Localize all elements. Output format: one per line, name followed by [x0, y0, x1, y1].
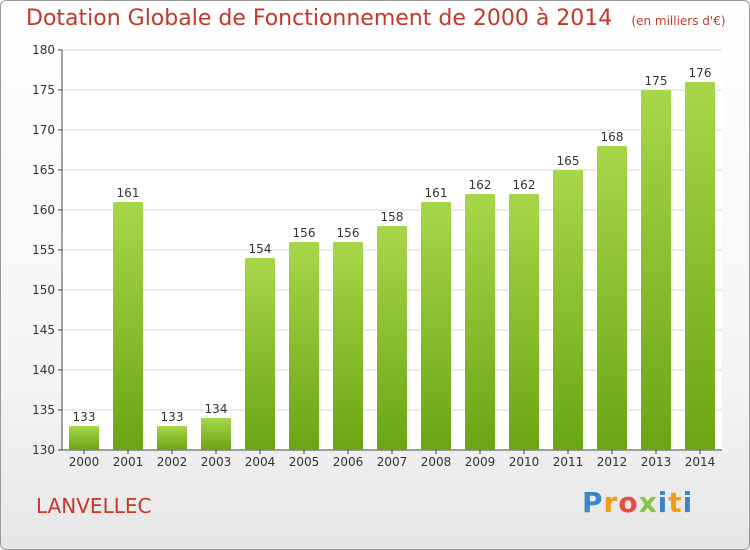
logo-letter: i	[657, 486, 669, 519]
commune-name: LANVELLEC	[36, 494, 152, 518]
y-tick-label: 140	[32, 363, 55, 377]
x-tick-label: 2002	[157, 455, 188, 469]
logo-letter: P	[582, 486, 604, 519]
chart-subtitle: (en milliers d'€)	[631, 14, 726, 28]
x-tick-label: 2009	[465, 455, 496, 469]
x-tick-label: 2004	[245, 455, 276, 469]
data-label: 156	[337, 226, 360, 240]
bar	[685, 82, 715, 450]
bar	[157, 426, 187, 450]
data-label: 165	[557, 154, 580, 168]
x-tick-label: 2013	[641, 455, 672, 469]
bar	[553, 170, 583, 450]
data-label: 156	[293, 226, 316, 240]
data-label: 158	[381, 210, 404, 224]
chart-title: Dotation Globale de Fonctionnement de 20…	[26, 6, 613, 31]
bar	[69, 426, 99, 450]
bar	[421, 202, 451, 450]
y-tick-label: 165	[32, 163, 55, 177]
x-tick-label: 2001	[113, 455, 144, 469]
logo-letter: t	[668, 486, 683, 519]
bar	[377, 226, 407, 450]
bar	[289, 242, 319, 450]
data-label: 133	[161, 410, 184, 424]
data-label: 161	[117, 186, 140, 200]
x-tick-label: 2005	[289, 455, 320, 469]
logo-letter: x	[638, 486, 658, 519]
bar	[333, 242, 363, 450]
x-tick-label: 2003	[201, 455, 232, 469]
x-tick-label: 2006	[333, 455, 364, 469]
data-label: 133	[73, 410, 96, 424]
x-tick-label: 2012	[597, 455, 628, 469]
data-label: 154	[249, 242, 272, 256]
y-tick-label: 160	[32, 203, 55, 217]
y-tick-label: 145	[32, 323, 55, 337]
logo-letter: o	[618, 486, 639, 519]
data-label: 162	[513, 178, 536, 192]
y-tick-label: 130	[32, 443, 55, 457]
data-label: 176	[689, 66, 712, 80]
proxiti-logo: Proxiti	[582, 486, 693, 519]
y-tick-label: 180	[32, 43, 55, 57]
x-tick-label: 2010	[509, 455, 540, 469]
x-tick-label: 2007	[377, 455, 408, 469]
data-label: 134	[205, 402, 228, 416]
bar	[597, 146, 627, 450]
bar	[245, 258, 275, 450]
y-tick-label: 135	[32, 403, 55, 417]
x-tick-label: 2000	[69, 455, 100, 469]
logo-letter: r	[603, 486, 619, 519]
bar	[113, 202, 143, 450]
chart-title-block: Dotation Globale de Fonctionnement de 20…	[26, 6, 726, 31]
data-label: 161	[425, 186, 448, 200]
bar	[465, 194, 495, 450]
y-tick-label: 150	[32, 283, 55, 297]
logo-letter: i	[682, 486, 694, 519]
y-tick-label: 155	[32, 243, 55, 257]
bar	[201, 418, 231, 450]
data-label: 168	[601, 130, 624, 144]
data-label: 175	[645, 74, 668, 88]
bar	[509, 194, 539, 450]
bar	[641, 90, 671, 450]
x-tick-label: 2014	[685, 455, 716, 469]
y-tick-label: 170	[32, 123, 55, 137]
y-tick-label: 175	[32, 83, 55, 97]
x-tick-label: 2011	[553, 455, 584, 469]
data-label: 162	[469, 178, 492, 192]
x-tick-label: 2008	[421, 455, 452, 469]
